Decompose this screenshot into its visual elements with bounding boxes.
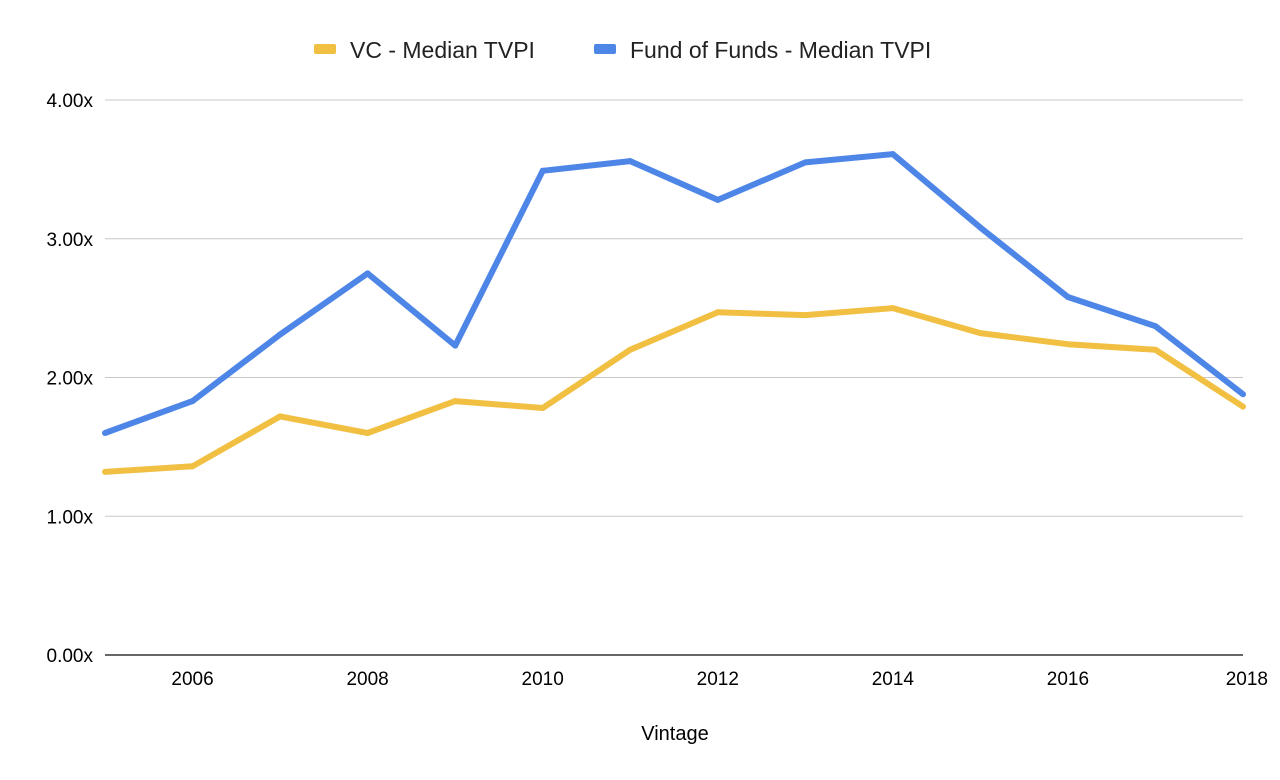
data-point-vc-median-tvpi	[714, 309, 721, 316]
data-point-fund-of-funds-median-tvpi	[1152, 323, 1159, 330]
data-point-vc-median-tvpi	[189, 463, 196, 470]
data-point-vc-median-tvpi	[364, 430, 371, 436]
y-axis-tick-labels: 0.00x 1.00x 2.00x 3.00x 4.00x	[47, 91, 94, 667]
data-point-fund-of-funds-median-tvpi	[802, 159, 809, 166]
data-point-fund-of-funds-median-tvpi	[189, 398, 196, 405]
data-point-vc-median-tvpi	[1240, 403, 1246, 410]
y-tick-label: 3.00x	[47, 230, 94, 251]
data-point-vc-median-tvpi	[1152, 346, 1159, 353]
legend: VC - Median TVPI Fund of Funds - Median T…	[314, 37, 931, 63]
x-tick-label: 2008	[346, 669, 388, 690]
data-point-vc-median-tvpi	[452, 398, 459, 405]
data-point-fund-of-funds-median-tvpi	[714, 196, 721, 203]
data-point-fund-of-funds-median-tvpi	[277, 331, 284, 338]
y-tick-label: 0.00x	[47, 646, 94, 667]
data-point-fund-of-funds-median-tvpi	[889, 151, 896, 158]
gridlines	[105, 99, 1243, 656]
series-line-vc-median-tvpi	[104, 305, 1245, 475]
data-point-vc-median-tvpi	[277, 413, 284, 420]
data-point-fund-of-funds-median-tvpi	[1240, 391, 1246, 398]
data-point-fund-of-funds-median-tvpi	[102, 430, 108, 436]
x-tick-label: 2014	[872, 669, 915, 690]
data-point-vc-median-tvpi	[889, 305, 896, 312]
data-point-vc-median-tvpi	[977, 330, 984, 337]
x-tick-label: 2006	[171, 669, 213, 690]
x-tick-label: 2012	[697, 669, 739, 690]
data-point-fund-of-funds-median-tvpi	[364, 270, 371, 277]
legend-label-fund-of-funds-median-tvpi: Fund of Funds - Median TVPI	[630, 37, 931, 63]
data-point-fund-of-funds-median-tvpi	[977, 224, 984, 231]
data-point-vc-median-tvpi	[1064, 341, 1071, 348]
data-point-fund-of-funds-median-tvpi	[627, 158, 634, 165]
data-point-vc-median-tvpi	[102, 468, 108, 475]
x-tick-label: 2010	[522, 669, 564, 690]
data-point-fund-of-funds-median-tvpi	[1064, 294, 1071, 300]
legend-swatch-vc-median-tvpi	[314, 44, 336, 54]
x-tick-label: 2018	[1226, 669, 1268, 690]
x-axis-title: Vintage	[641, 723, 708, 745]
y-tick-label: 1.00x	[47, 507, 94, 528]
y-tick-label: 2.00x	[47, 369, 94, 390]
x-axis-tick-labels: 2006 2008 2010 2012 2014 2016 2018	[171, 669, 1268, 690]
series-lines	[102, 151, 1246, 475]
x-tick-label: 2016	[1047, 669, 1089, 690]
data-point-vc-median-tvpi	[539, 405, 546, 411]
y-tick-label: 4.00x	[47, 91, 94, 112]
data-point-vc-median-tvpi	[802, 312, 809, 319]
data-point-vc-median-tvpi	[627, 346, 634, 353]
data-point-fund-of-funds-median-tvpi	[452, 342, 459, 349]
series-line-fund-of-funds-median-tvpi	[103, 151, 1245, 436]
legend-swatch-fund-of-funds-median-tvpi	[594, 44, 616, 54]
data-point-fund-of-funds-median-tvpi	[539, 167, 546, 174]
legend-label-vc-median-tvpi: VC - Median TVPI	[350, 37, 535, 63]
